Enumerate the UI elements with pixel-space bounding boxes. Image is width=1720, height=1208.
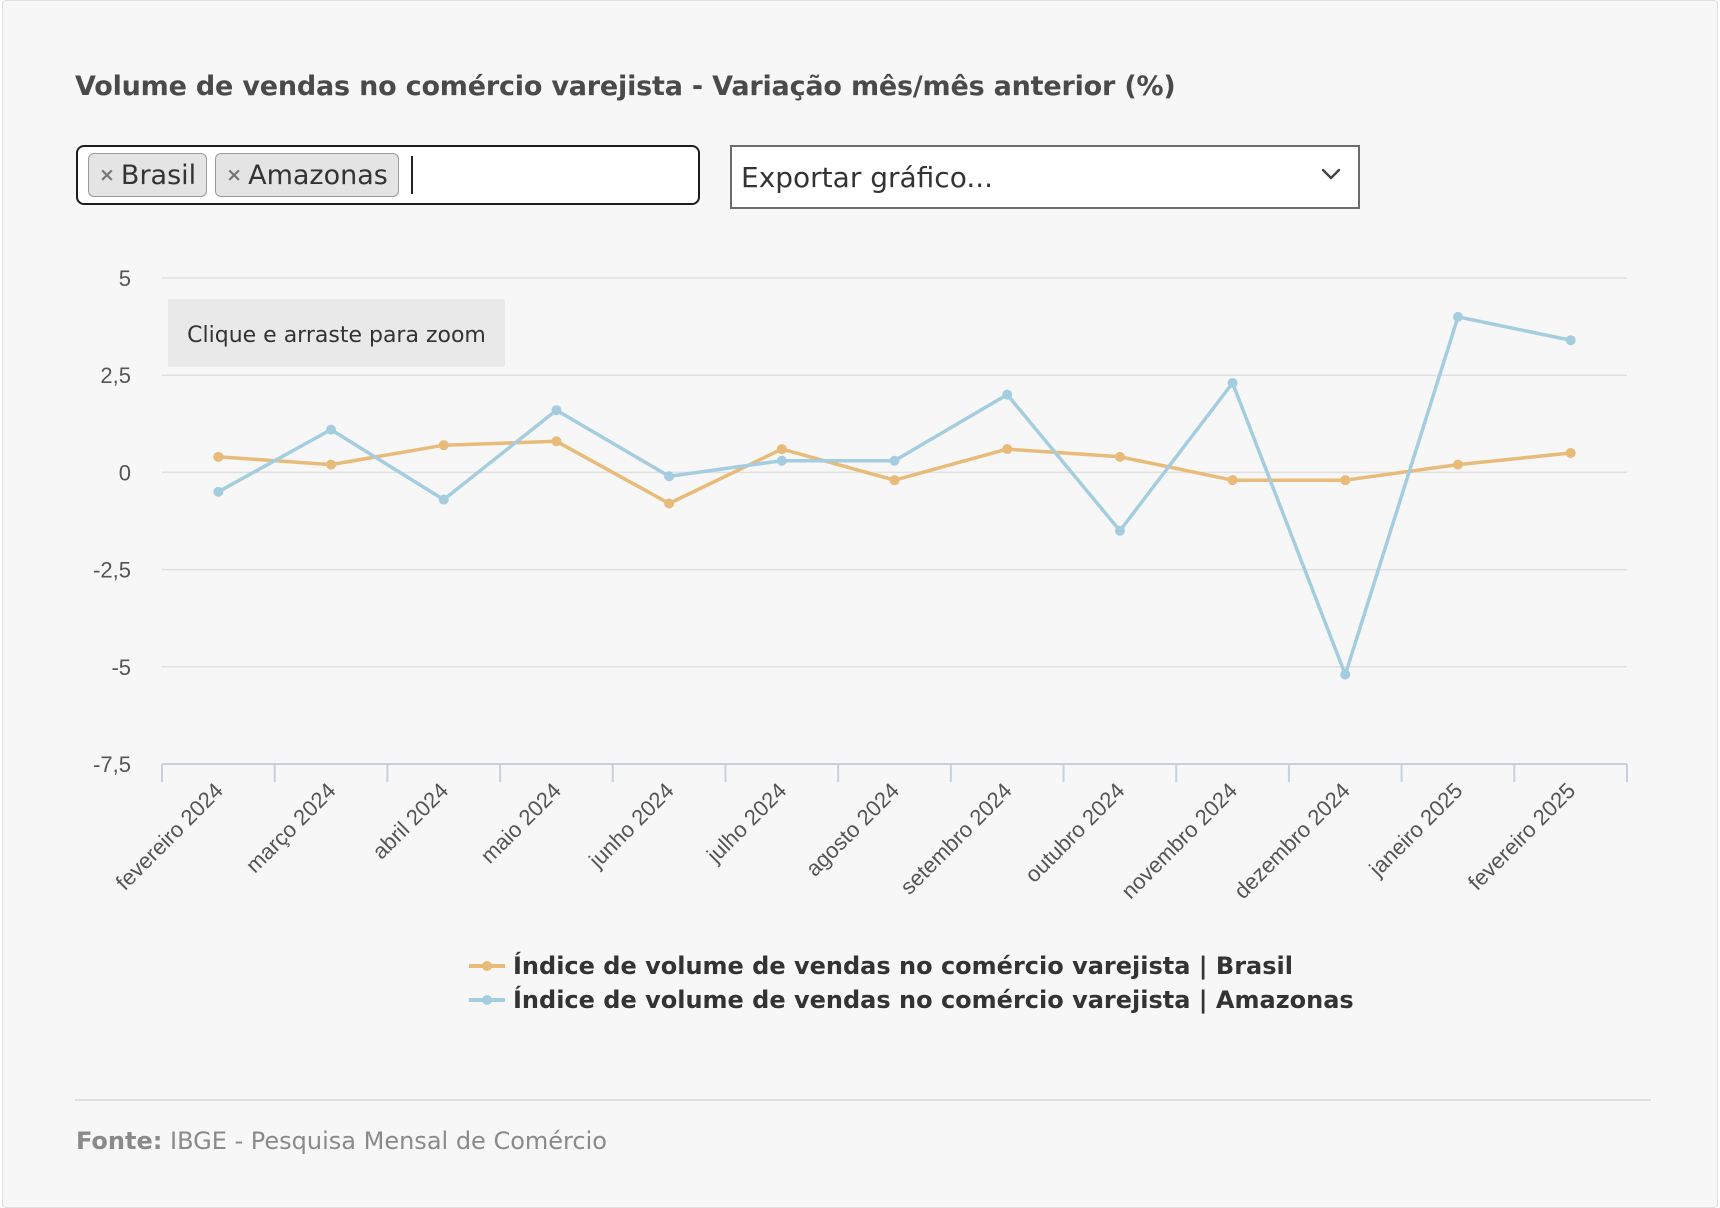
x-tick-label: junho 2024	[583, 778, 678, 873]
remove-tag-icon[interactable]: ×	[226, 164, 243, 186]
data-point-brasil[interactable]	[1227, 475, 1238, 486]
zoom-hint-box	[168, 299, 505, 367]
data-point-brasil[interactable]	[1452, 459, 1463, 470]
export-chart-select[interactable]: Exportar gráfico...	[730, 145, 1360, 209]
data-point-amazonas[interactable]	[1340, 669, 1351, 680]
source-note: Fonte: IBGE - Pesquisa Mensal de Comérci…	[76, 1127, 607, 1155]
data-point-brasil[interactable]	[776, 444, 787, 455]
data-point-brasil[interactable]	[213, 451, 224, 462]
x-tick-label: outubro 2024	[1020, 778, 1129, 887]
x-tick-label: fevereiro 2024	[111, 778, 228, 895]
data-point-brasil[interactable]	[551, 436, 562, 447]
source-label: Fonte:	[76, 1127, 163, 1155]
data-point-brasil[interactable]	[326, 459, 337, 470]
x-tick-label: novembro 2024	[1116, 778, 1242, 904]
data-point-amazonas[interactable]	[1002, 389, 1013, 400]
footer-divider	[75, 1099, 1651, 1101]
y-tick-label: -2,5	[93, 558, 131, 583]
y-tick-label: 2,5	[100, 363, 131, 388]
legend-item-amazonas[interactable]: Índice de volume de vendas no comércio v…	[467, 983, 1354, 1017]
legend-item-brasil[interactable]: Índice de volume de vendas no comércio v…	[467, 949, 1354, 983]
data-point-amazonas[interactable]	[1452, 311, 1463, 322]
x-tick-label: maio 2024	[476, 778, 566, 868]
x-tick-label: agosto 2024	[801, 778, 904, 881]
legend-line-amazonas-icon	[469, 995, 505, 1005]
region-tag-label: Amazonas	[248, 159, 388, 191]
data-point-amazonas[interactable]	[664, 471, 675, 482]
data-point-brasil[interactable]	[889, 475, 900, 486]
x-tick-label: fevereiro 2025	[1463, 778, 1580, 895]
y-tick-label: -7,5	[93, 752, 131, 777]
data-point-brasil[interactable]	[1340, 475, 1351, 486]
chevron-down-icon	[1321, 168, 1341, 180]
legend-label: Índice de volume de vendas no comércio v…	[513, 952, 1293, 980]
data-point-amazonas[interactable]	[1565, 335, 1576, 346]
y-tick-label: -5	[111, 655, 131, 680]
legend-label: Índice de volume de vendas no comércio v…	[513, 986, 1354, 1014]
x-tick-label: abril 2024	[367, 778, 453, 864]
y-tick-label: 0	[119, 460, 131, 485]
data-point-amazonas[interactable]	[551, 405, 562, 416]
data-point-amazonas[interactable]	[889, 455, 900, 466]
zoom-hint-text: Clique e arraste para zoom	[187, 323, 486, 348]
text-cursor	[410, 156, 413, 194]
data-point-brasil[interactable]	[438, 440, 449, 451]
data-point-brasil[interactable]	[1114, 451, 1125, 462]
data-point-amazonas[interactable]	[1227, 377, 1238, 388]
series-line-amazonas[interactable]	[216, 315, 1573, 677]
data-point-brasil[interactable]	[664, 498, 675, 509]
source-text: IBGE - Pesquisa Mensal de Comércio	[169, 1127, 607, 1155]
data-point-amazonas[interactable]	[776, 455, 787, 466]
x-tick-label: julho 2024	[701, 778, 791, 868]
x-tick-label: dezembro 2024	[1229, 778, 1355, 904]
data-point-amazonas[interactable]	[213, 486, 224, 497]
data-point-amazonas[interactable]	[326, 424, 337, 435]
x-tick-label: setembro 2024	[895, 778, 1016, 899]
chart-legend: Índice de volume de vendas no comércio v…	[467, 949, 1354, 1017]
region-tag-label: Brasil	[120, 159, 197, 191]
x-tick-label: março 2024	[241, 778, 341, 878]
region-multiselect[interactable]: × Brasil × Amazonas	[76, 145, 700, 205]
data-point-amazonas[interactable]	[438, 494, 449, 505]
y-tick-label: 5	[119, 266, 131, 291]
data-point-amazonas[interactable]	[1114, 525, 1125, 536]
remove-tag-icon[interactable]: ×	[99, 164, 115, 186]
export-select-value: Exportar gráfico...	[741, 160, 994, 194]
data-point-brasil[interactable]	[1565, 447, 1576, 458]
legend-line-brasil-icon	[469, 961, 505, 971]
region-tag-amazonas[interactable]: × Amazonas	[215, 153, 399, 197]
chart-title: Volume de vendas no comércio varejista -…	[75, 71, 1176, 102]
region-tag-brasil[interactable]: × Brasil	[88, 153, 208, 197]
x-tick-label: janeiro 2025	[1363, 778, 1467, 882]
data-point-brasil[interactable]	[1002, 444, 1013, 455]
